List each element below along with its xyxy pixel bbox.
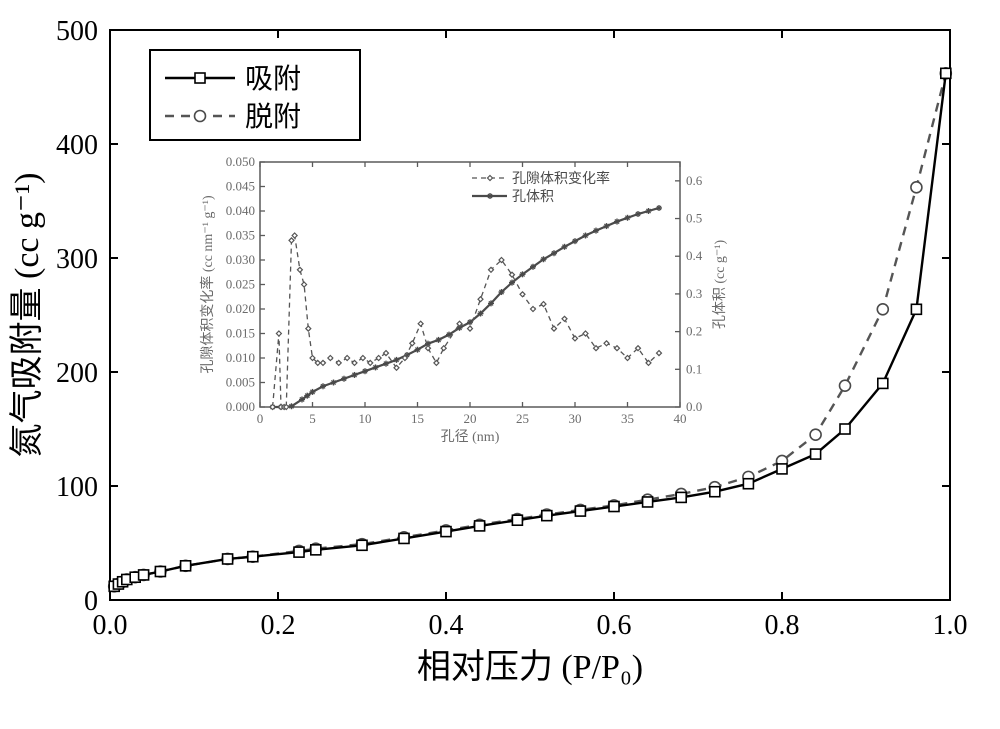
main-ytick-4: 400 <box>56 130 98 161</box>
inset-xtick-7: 35 <box>621 411 634 426</box>
chart-svg: 0.00.20.40.60.81.00100200300400500相对压力 (… <box>0 0 1000 729</box>
main-xtick-3: 0.6 <box>597 610 632 641</box>
main-ytick-5: 500 <box>56 16 98 47</box>
inset-yltick-5: 0.025 <box>226 277 255 292</box>
main-xtick-2: 0.4 <box>429 610 464 641</box>
inset-yltick-2: 0.010 <box>226 350 255 365</box>
inset-yrtick-0: 0.0 <box>686 399 702 414</box>
main-ytick-1: 100 <box>56 472 98 503</box>
inset-yrtick-4: 0.4 <box>686 248 703 263</box>
inset-xtick-2: 10 <box>359 411 372 426</box>
inset-yltick-6: 0.030 <box>226 252 255 267</box>
inset-yltick-10: 0.050 <box>226 154 255 169</box>
inset-yltick-4: 0.020 <box>226 301 255 316</box>
main-ytick-3: 300 <box>56 244 98 275</box>
inset-yrtick-3: 0.3 <box>686 286 702 301</box>
main-ytick-2: 200 <box>56 358 98 389</box>
inset-yright-axis-title: 孔体积 (cc g⁻¹) <box>712 239 728 329</box>
main-xtick-5: 1.0 <box>933 610 968 641</box>
inset-yrtick-1: 0.1 <box>686 361 702 376</box>
inset-chart: 0 5 10 15 20 25 30 35 40 0.000 0.005 0.010 0.015 0.02… <box>199 154 728 445</box>
inset-yltick-7: 0.035 <box>226 228 255 243</box>
inset-xtick-0: 0 <box>257 411 264 426</box>
main-legend-label-desorption: 脱附 <box>245 101 301 133</box>
inset-yrtick-5: 0.5 <box>686 211 702 226</box>
main-xtick-1: 0.2 <box>261 610 296 641</box>
inset-yrtick-2: 0.2 <box>686 324 702 339</box>
main-x-axis-title: 相对压力 (P/P₀) <box>417 648 643 686</box>
inset-xtick-5: 25 <box>516 411 529 426</box>
inset-yrtick-6: 0.6 <box>686 173 703 188</box>
inset-x-axis-title: 孔径 (nm) <box>441 429 500 445</box>
inset-yltick-8: 0.040 <box>226 203 255 218</box>
main-y-axis-title: 氮气吸附量 (cc g⁻¹) <box>8 173 46 458</box>
inset-xtick-8: 40 <box>674 411 687 426</box>
inset-yltick-9: 0.045 <box>226 179 255 194</box>
inset-yltick-1: 0.005 <box>226 375 255 390</box>
inset-legend-label-cumvol: 孔体积 <box>512 189 554 205</box>
chart-root: 0.00.20.40.60.81.00100200300400500相对压力 (… <box>0 0 1000 729</box>
main-legend: 吸附脱附 <box>150 50 360 140</box>
inset-yleft-axis-title: 孔隙体积变化率 (cc nm⁻¹ g⁻¹) <box>199 195 216 374</box>
main-ytick-0: 0 <box>84 586 98 617</box>
inset-xtick-1: 5 <box>309 411 316 426</box>
inset-yltick-3: 0.015 <box>226 326 255 341</box>
main-legend-label-adsorption: 吸附 <box>245 63 301 95</box>
inset-xtick-4: 20 <box>464 411 477 426</box>
inset-legend-label-dvd: 孔隙体积变化率 <box>512 170 610 187</box>
inset-xtick-6: 30 <box>569 411 582 426</box>
inset-yltick-0: 0.000 <box>226 399 255 414</box>
main-xtick-4: 0.8 <box>765 610 800 641</box>
inset-xtick-3: 15 <box>411 411 424 426</box>
